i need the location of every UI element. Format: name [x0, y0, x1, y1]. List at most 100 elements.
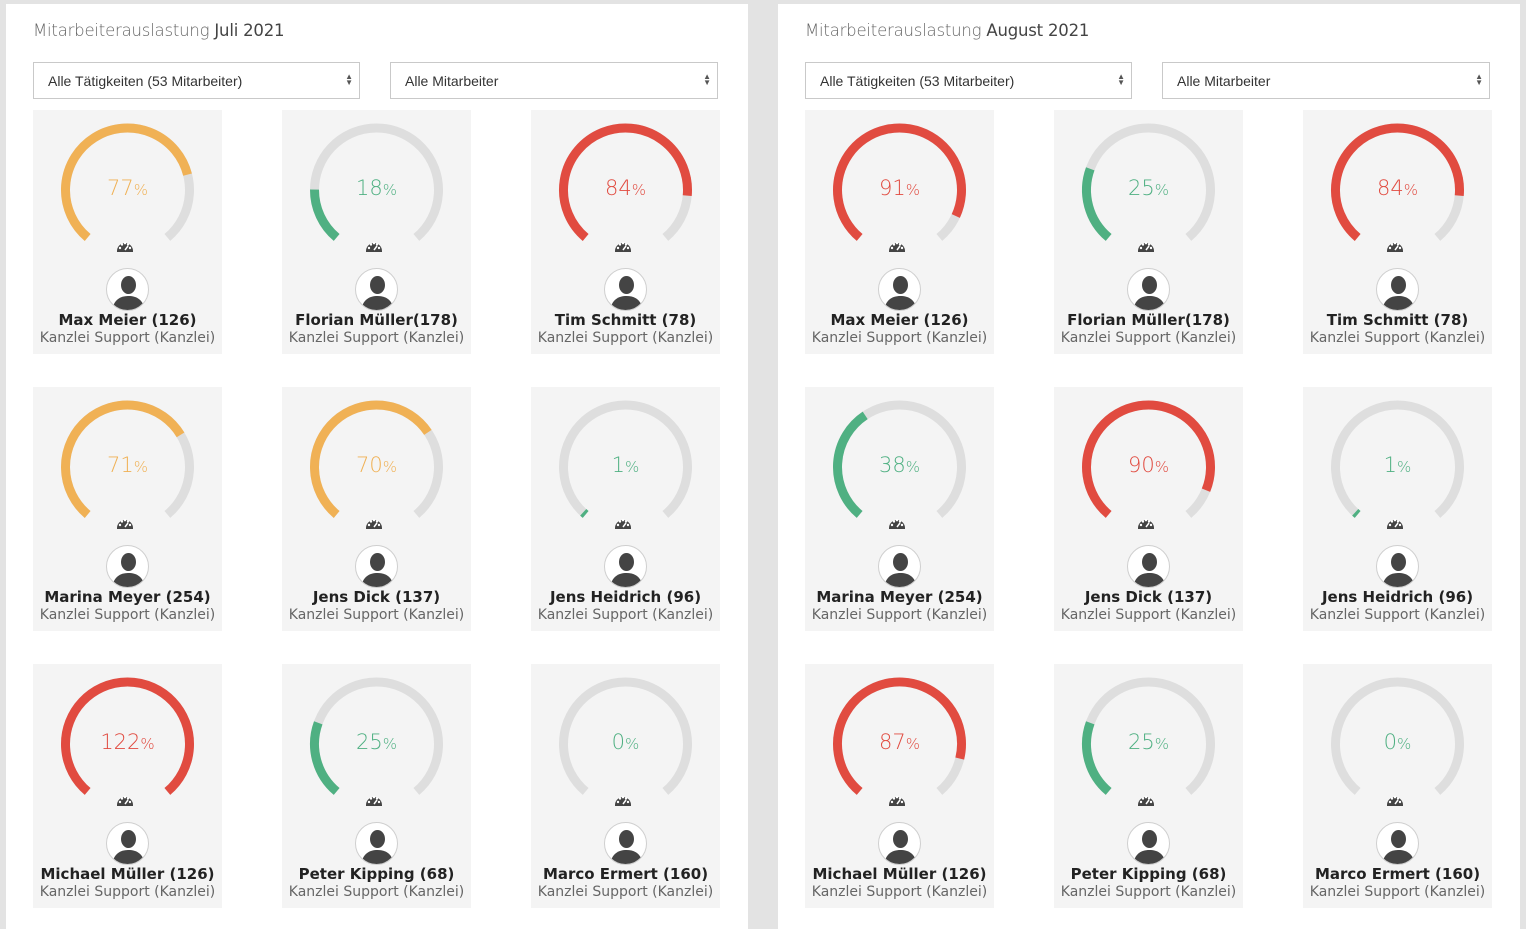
employee-card[interactable]: 87% Michael Müller (126) Kanzlei Support (… [805, 664, 994, 908]
speedometer-icon [614, 515, 632, 534]
employee-card[interactable]: 122% Michael Müller (126) Kanzlei Support … [33, 664, 222, 908]
speedometer-icon [1386, 792, 1404, 811]
speedometer-icon [365, 238, 383, 257]
employee-role: Kanzlei Support (Kanzlei) [1309, 607, 1486, 623]
utilization-percentage: 1% [531, 453, 720, 477]
employee-card[interactable]: 25% Peter Kipping (68) Kanzlei Support (Ka… [282, 664, 471, 908]
panel-title-period: August 2021 [986, 21, 1090, 40]
utilization-unit: % [1154, 735, 1169, 753]
employee-card[interactable]: 38% Marina Meyer (254) Kanzlei Support (Ka… [805, 387, 994, 631]
employee-card[interactable]: 77% Max Meier (126) Kanzlei Support (Kanzl… [33, 110, 222, 354]
gauge-fill [310, 721, 340, 795]
utilization-value: 91 [879, 176, 906, 200]
employee-name: Florian Müller(178) [1067, 311, 1230, 329]
panel-title-prefix: Mitarbeiterauslastung [805, 21, 982, 40]
utilization-gauge [61, 123, 194, 241]
employee-filter-value: Alle Mitarbeiter [1177, 73, 1271, 89]
utilization-percentage: 87% [805, 730, 994, 754]
utilization-unit: % [140, 735, 155, 753]
utilization-value: 1 [611, 453, 626, 477]
employee-name: Tim Schmitt (78) [1326, 311, 1469, 329]
employee-role: Kanzlei Support (Kanzlei) [1060, 330, 1237, 346]
user-avatar-icon [106, 545, 149, 588]
utilization-value: 1 [1383, 453, 1398, 477]
employee-role: Kanzlei Support (Kanzlei) [537, 607, 714, 623]
utilization-unit: % [1154, 181, 1169, 199]
employee-name: Jens Dick (137) [312, 588, 441, 606]
utilization-value: 90 [1128, 453, 1155, 477]
utilization-gauge [1331, 123, 1464, 241]
user-avatar-icon [1127, 822, 1170, 865]
utilization-unit: % [133, 458, 148, 476]
employee-role: Kanzlei Support (Kanzlei) [288, 884, 465, 900]
user-avatar-icon [1376, 822, 1419, 865]
speedometer-icon [614, 792, 632, 811]
employee-name: Marina Meyer (254) [816, 588, 983, 606]
employee-card[interactable]: 71% Marina Meyer (254) Kanzlei Support (Ka… [33, 387, 222, 631]
employee-card[interactable]: 91% Max Meier (126) Kanzlei Support (Kanzl… [805, 110, 994, 354]
speedometer-icon [614, 238, 632, 257]
gauge-fill [61, 677, 194, 795]
utilization-panel-august: Mitarbeiterauslastung August 2021 Alle T… [778, 4, 1520, 929]
activity-filter-select[interactable]: Alle Tätigkeiten (53 Mitarbeiter) ▲ ▼ [33, 62, 360, 99]
employee-card[interactable]: 25% Florian Müller(178) Kanzlei Support (K… [1054, 110, 1243, 354]
activity-filter-select[interactable]: Alle Tätigkeiten (53 Mitarbeiter) ▲ ▼ [805, 62, 1132, 99]
gauge-fill [559, 123, 692, 241]
employee-role: Kanzlei Support (Kanzlei) [537, 330, 714, 346]
utilization-gauge [833, 123, 966, 241]
utilization-value: 0 [1383, 730, 1398, 754]
employee-role: Kanzlei Support (Kanzlei) [811, 607, 988, 623]
utilization-unit: % [905, 458, 920, 476]
utilization-percentage: 84% [531, 176, 720, 200]
employee-card[interactable]: 0% Marco Ermert (160) Kanzlei Support (Kan… [1303, 664, 1492, 908]
panel-title: Mitarbeiterauslastung Juli 2021 [33, 21, 285, 40]
speedometer-icon [1386, 238, 1404, 257]
employee-filter-select[interactable]: Alle Mitarbeiter ▲ ▼ [1162, 62, 1490, 99]
select-arrows-icon: ▲ ▼ [703, 72, 711, 87]
employee-card[interactable]: 1% Jens Heidrich (96) Kanzlei Support (Kan… [531, 387, 720, 631]
utilization-unit: % [631, 181, 646, 199]
utilization-unit: % [382, 181, 397, 199]
employee-name: Michael Müller (126) [812, 865, 987, 883]
employee-card[interactable]: 90% Jens Dick (137) Kanzlei Support (Kanzl… [1054, 387, 1243, 631]
utilization-value: 25 [356, 730, 383, 754]
employee-name: Max Meier (126) [830, 311, 969, 329]
utilization-value: 122 [100, 730, 141, 754]
employee-card[interactable]: 25% Peter Kipping (68) Kanzlei Support (Ka… [1054, 664, 1243, 908]
gauge-fill [1331, 123, 1464, 241]
utilization-value: 84 [605, 176, 632, 200]
employee-name: Marina Meyer (254) [44, 588, 211, 606]
employee-role: Kanzlei Support (Kanzlei) [1060, 607, 1237, 623]
gauge-fill [580, 509, 589, 518]
speedometer-icon [116, 515, 134, 534]
employee-role: Kanzlei Support (Kanzlei) [1060, 884, 1237, 900]
employee-card[interactable]: 70% Jens Dick (137) Kanzlei Support (Kanzl… [282, 387, 471, 631]
gauge-fill [1082, 167, 1112, 241]
utilization-percentage: 84% [1303, 176, 1492, 200]
utilization-value: 0 [611, 730, 626, 754]
employee-card[interactable]: 18% Florian Müller(178) Kanzlei Support (K… [282, 110, 471, 354]
utilization-percentage: 25% [1054, 176, 1243, 200]
user-avatar-icon [1127, 268, 1170, 311]
utilization-gauge [309, 123, 443, 241]
utilization-unit: % [905, 735, 920, 753]
gauge-fill [833, 677, 966, 795]
speedometer-icon [888, 515, 906, 534]
employee-role: Kanzlei Support (Kanzlei) [288, 607, 465, 623]
employee-card[interactable]: 84% Tim Schmitt (78) Kanzlei Support (Kanz… [1303, 110, 1492, 354]
utilization-gauge [559, 677, 692, 795]
utilization-percentage: 0% [1303, 730, 1492, 754]
speedometer-icon [1386, 515, 1404, 534]
employee-name: Florian Müller(178) [295, 311, 458, 329]
gauge-fill [61, 123, 192, 241]
employee-card[interactable]: 0% Marco Ermert (160) Kanzlei Support (Kan… [531, 664, 720, 908]
utilization-value: 77 [107, 176, 134, 200]
utilization-percentage: 25% [1054, 730, 1243, 754]
user-avatar-icon [878, 545, 921, 588]
employee-card[interactable]: 84% Tim Schmitt (78) Kanzlei Support (Kanz… [531, 110, 720, 354]
employee-filter-select[interactable]: Alle Mitarbeiter ▲ ▼ [390, 62, 718, 99]
utilization-percentage: 38% [805, 453, 994, 477]
utilization-unit: % [905, 181, 920, 199]
employee-role: Kanzlei Support (Kanzlei) [811, 330, 988, 346]
employee-card[interactable]: 1% Jens Heidrich (96) Kanzlei Support (Kan… [1303, 387, 1492, 631]
